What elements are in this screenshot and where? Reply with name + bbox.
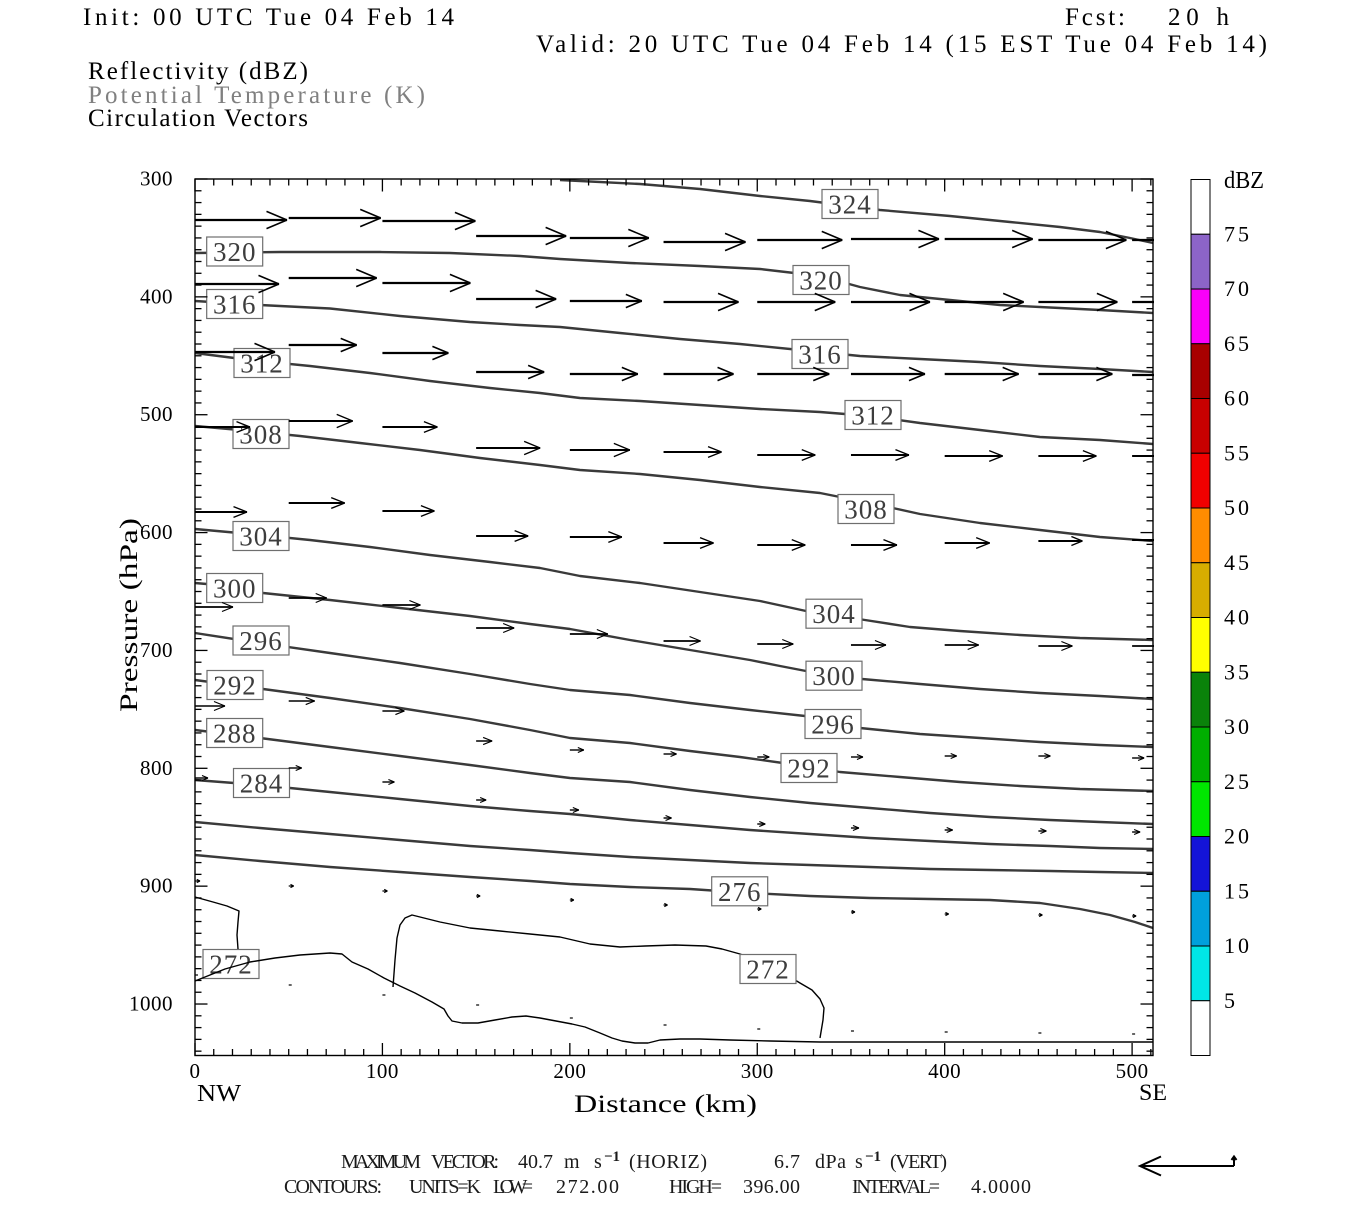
svg-text:1000: 1000 (129, 992, 173, 1016)
svg-text:300: 300 (213, 574, 257, 604)
svg-text:800: 800 (140, 756, 173, 780)
svg-text:288: 288 (213, 719, 257, 749)
svg-text:308: 308 (844, 495, 888, 525)
svg-text:272: 272 (746, 955, 790, 985)
svg-text:s: s (855, 1151, 863, 1173)
svg-text:VECTOR:: VECTOR: (431, 1151, 499, 1173)
svg-text:Init: 00 UTC Tue 04 Feb 14: Init: 00 UTC Tue 04 Feb 14 (83, 4, 455, 31)
svg-text:396.00: 396.00 (743, 1176, 800, 1198)
svg-text:400: 400 (928, 1059, 961, 1083)
svg-text:308: 308 (239, 420, 283, 450)
svg-text:LOW=: LOW= (493, 1176, 533, 1198)
svg-text:296: 296 (811, 710, 855, 740)
svg-text:6.7: 6.7 (774, 1151, 800, 1173)
svg-text:HIGH=: HIGH= (669, 1176, 722, 1198)
svg-text:Reflectivity (dBZ): Reflectivity (dBZ) (88, 58, 308, 85)
svg-text:300: 300 (741, 1059, 774, 1083)
svg-text:292: 292 (213, 671, 257, 701)
svg-text:s: s (594, 1151, 602, 1173)
svg-text:316: 316 (213, 290, 257, 320)
svg-text:200: 200 (553, 1059, 586, 1083)
svg-text:SE: SE (1139, 1080, 1167, 1105)
svg-text:−1: −1 (604, 1149, 620, 1165)
svg-text:400: 400 (140, 284, 173, 308)
svg-text:292: 292 (787, 754, 831, 784)
svg-text:40.7: 40.7 (518, 1151, 553, 1173)
svg-text:304: 304 (239, 522, 283, 552)
svg-text:320: 320 (799, 266, 843, 296)
svg-text:300: 300 (140, 167, 173, 191)
svg-text:INTERVAL=: INTERVAL= (852, 1176, 940, 1198)
svg-text:Fcst:: Fcst: (1065, 4, 1125, 31)
svg-text:312: 312 (851, 401, 895, 431)
svg-text:324: 324 (828, 190, 872, 220)
svg-text:MAXIMUM: MAXIMUM (341, 1151, 421, 1173)
svg-text:284: 284 (240, 769, 284, 799)
svg-text:500: 500 (1116, 1059, 1149, 1083)
svg-text:700: 700 (140, 638, 173, 662)
svg-text:(VERT): (VERT) (890, 1151, 947, 1173)
svg-text:900: 900 (140, 874, 173, 898)
svg-text:5: 5 (1224, 988, 1235, 1013)
svg-text:316: 316 (798, 340, 842, 370)
svg-text:Circulation Vectors: Circulation Vectors (88, 105, 308, 132)
svg-text:dBZ: dBZ (1224, 168, 1264, 194)
svg-text:272.00: 272.00 (556, 1176, 619, 1198)
svg-text:312: 312 (240, 349, 284, 379)
svg-text:−1: −1 (865, 1149, 881, 1165)
svg-text:(HORIZ): (HORIZ) (629, 1151, 707, 1173)
svg-text:m: m (564, 1151, 580, 1173)
svg-text:UNITS=K: UNITS=K (409, 1176, 482, 1198)
svg-text:4.0000: 4.0000 (971, 1176, 1031, 1198)
svg-text:320: 320 (213, 237, 257, 267)
svg-text:276: 276 (718, 877, 762, 907)
svg-text:272: 272 (209, 950, 253, 980)
svg-text:500: 500 (140, 402, 173, 426)
svg-text:100: 100 (366, 1059, 399, 1083)
svg-text:0: 0 (190, 1059, 201, 1083)
svg-text:304: 304 (812, 599, 856, 629)
svg-text:Pressure (hPa): Pressure (hPa) (116, 518, 143, 712)
svg-text:NW: NW (197, 1081, 241, 1107)
svg-text:300: 300 (812, 661, 856, 691)
svg-text:296: 296 (239, 626, 283, 656)
svg-text:600: 600 (140, 520, 173, 544)
svg-text:CONTOURS:: CONTOURS: (284, 1176, 382, 1198)
svg-text:Distance (km): Distance (km) (574, 1091, 757, 1118)
svg-text:dPa: dPa (815, 1151, 846, 1173)
svg-text:Potential Temperature (K): Potential Temperature (K) (88, 82, 425, 109)
